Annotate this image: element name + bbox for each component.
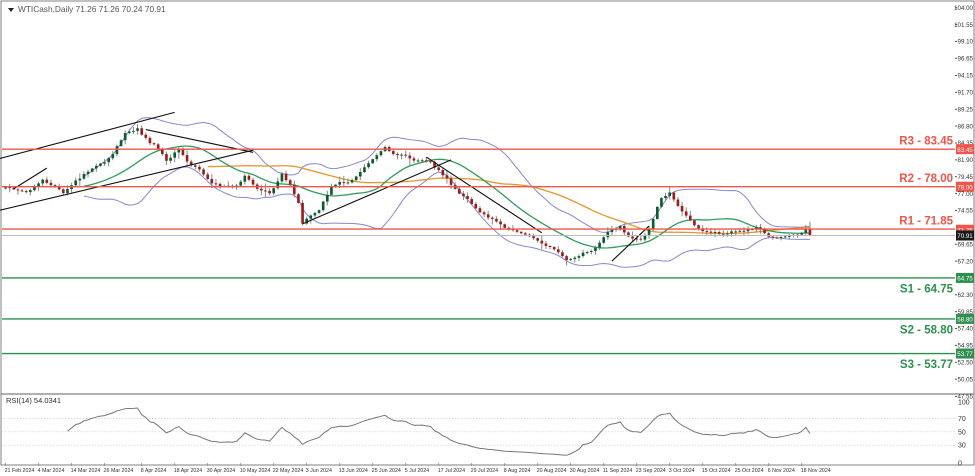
svg-text:0: 0: [958, 461, 962, 468]
svg-text:74.55: 74.55: [958, 208, 974, 215]
svg-text:RSI(14) 54.0341: RSI(14) 54.0341: [6, 396, 61, 405]
svg-text:S2 - 58.80: S2 - 58.80: [900, 324, 953, 336]
svg-text:104.00: 104.00: [954, 5, 973, 12]
svg-text:17 Jul 2024: 17 Jul 2024: [438, 468, 465, 474]
svg-text:50.05: 50.05: [958, 376, 974, 383]
svg-text:57.40: 57.40: [958, 326, 974, 333]
svg-text:70.91: 70.91: [957, 233, 973, 240]
svg-text:21 Feb 2024: 21 Feb 2024: [5, 468, 35, 474]
svg-text:3 Oct 2024: 3 Oct 2024: [669, 468, 695, 474]
svg-text:4 Mar 2024: 4 Mar 2024: [38, 468, 65, 474]
svg-text:86.80: 86.80: [958, 123, 974, 130]
svg-text:91.70: 91.70: [958, 90, 974, 97]
svg-text:29 Jul 2024: 29 Jul 2024: [471, 468, 498, 474]
svg-text:R2 - 78.00: R2 - 78.00: [899, 173, 953, 185]
svg-text:30 Aug 2024: 30 Aug 2024: [570, 468, 600, 474]
svg-text:25 Oct 2024: 25 Oct 2024: [735, 468, 764, 474]
svg-text:22 May 2024: 22 May 2024: [273, 468, 304, 474]
svg-text:20 Aug 2024: 20 Aug 2024: [537, 468, 567, 474]
svg-text:15 Oct 2024: 15 Oct 2024: [702, 468, 731, 474]
svg-text:96.65: 96.65: [958, 56, 974, 63]
svg-text:58.80: 58.80: [957, 317, 973, 324]
svg-text:81.90: 81.90: [958, 157, 974, 164]
svg-text:94.15: 94.15: [958, 73, 974, 80]
svg-text:11 Sep 2024: 11 Sep 2024: [603, 468, 633, 474]
svg-text:26 Mar 2024: 26 Mar 2024: [104, 468, 134, 474]
svg-text:14 Mar 2024: 14 Mar 2024: [71, 468, 101, 474]
svg-text:13 Jun 2024: 13 Jun 2024: [339, 468, 368, 474]
svg-text:6 Nov 2024: 6 Nov 2024: [768, 468, 795, 474]
svg-text:23 Sep 2024: 23 Sep 2024: [636, 468, 666, 474]
svg-text:18 Apr 2024: 18 Apr 2024: [174, 468, 203, 474]
svg-text:25 Jun 2024: 25 Jun 2024: [372, 468, 401, 474]
svg-text:8 Aug 2024: 8 Aug 2024: [504, 468, 531, 474]
svg-text:30 Apr 2024: 30 Apr 2024: [207, 468, 236, 474]
svg-text:67.20: 67.20: [958, 258, 974, 265]
svg-text:52.50: 52.50: [958, 359, 974, 366]
svg-text:69.65: 69.65: [958, 241, 974, 248]
svg-text:S1 - 64.75: S1 - 64.75: [900, 283, 954, 295]
svg-text:89.25: 89.25: [958, 106, 974, 113]
svg-text:100: 100: [958, 400, 970, 407]
svg-text:70: 70: [958, 416, 966, 423]
svg-text:30: 30: [958, 443, 966, 450]
svg-text:18 Nov 2024: 18 Nov 2024: [801, 468, 831, 474]
svg-text:R1 - 71.85: R1 - 71.85: [899, 216, 953, 228]
svg-text:77.00: 77.00: [958, 191, 974, 198]
svg-text:S3 - 53.77: S3 - 53.77: [900, 359, 953, 371]
svg-text:64.75: 64.75: [957, 276, 973, 283]
svg-text:R3 - 83.45: R3 - 83.45: [899, 136, 953, 148]
svg-text:101.55: 101.55: [954, 22, 973, 29]
svg-text:62.30: 62.30: [958, 292, 974, 299]
svg-text:50: 50: [958, 429, 966, 436]
svg-text:3 Jun 2024: 3 Jun 2024: [306, 468, 332, 474]
svg-text:79.45: 79.45: [958, 174, 974, 181]
svg-text:99.10: 99.10: [958, 39, 974, 46]
svg-text:10 May 2024: 10 May 2024: [240, 468, 271, 474]
svg-text:83.45: 83.45: [957, 147, 973, 154]
svg-text:5 Jul 2024: 5 Jul 2024: [405, 468, 429, 474]
svg-text:53.77: 53.77: [957, 351, 973, 358]
svg-text:8 Apr 2024: 8 Apr 2024: [141, 468, 167, 474]
